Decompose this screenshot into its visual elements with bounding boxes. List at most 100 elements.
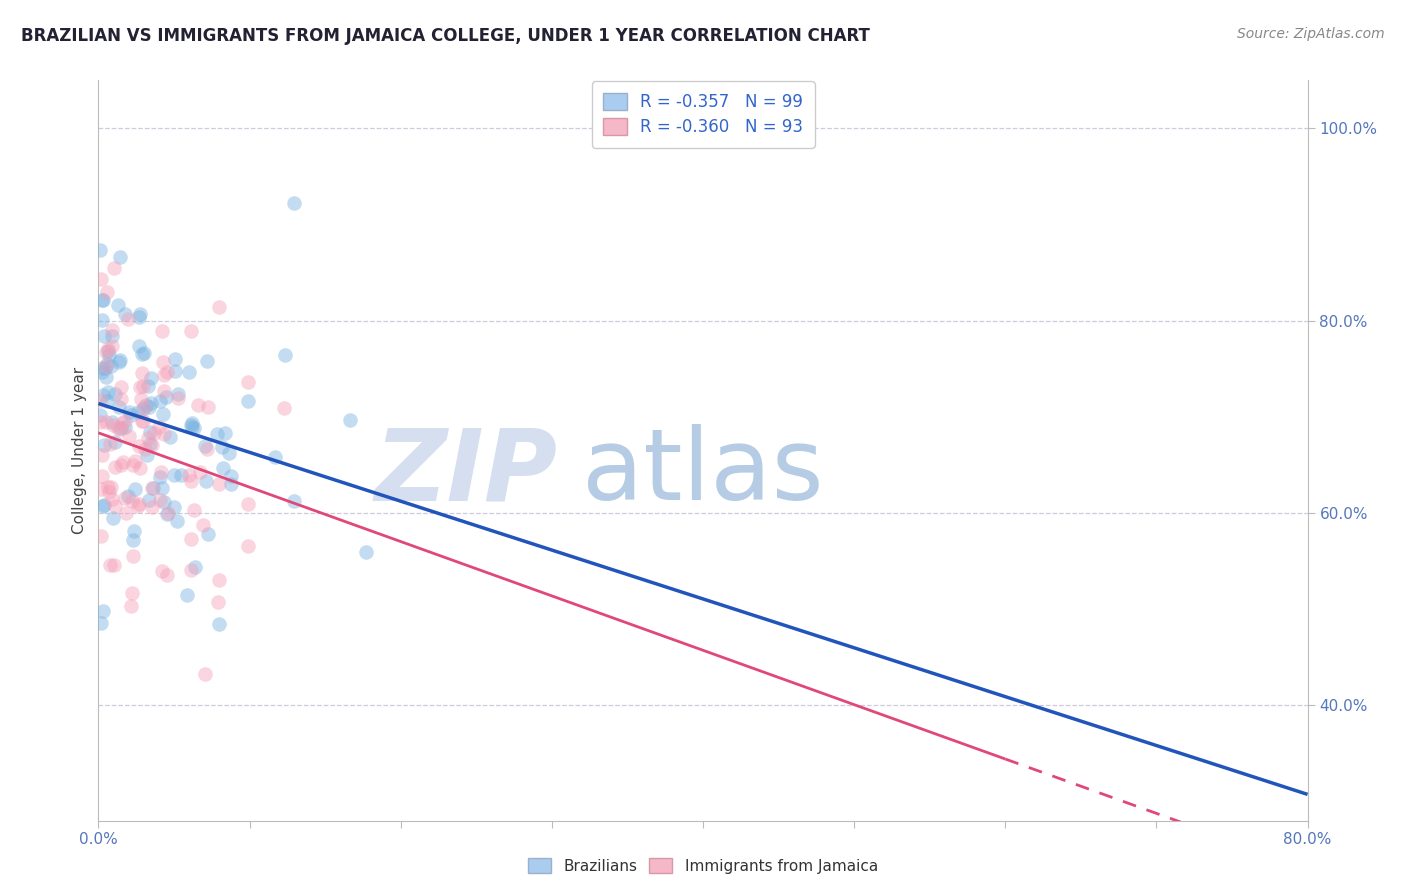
Point — [208, 573, 231, 587]
Point — [94, 360, 117, 375]
Point — [180, 533, 202, 547]
Point — [97, 342, 120, 356]
Point — [207, 595, 229, 609]
Point — [194, 666, 217, 681]
Point — [100, 491, 122, 506]
Point — [208, 617, 231, 632]
Point — [120, 409, 142, 423]
Point — [110, 458, 132, 472]
Point — [90, 293, 112, 308]
Point — [104, 435, 127, 450]
Point — [132, 401, 155, 415]
Point — [139, 371, 162, 385]
Point — [107, 354, 129, 368]
Point — [97, 480, 120, 494]
Point — [108, 400, 131, 414]
Point — [117, 489, 139, 503]
Point — [183, 503, 205, 517]
Point — [354, 544, 377, 558]
Point — [114, 307, 136, 321]
Point — [101, 329, 124, 343]
Point — [121, 585, 143, 599]
Point — [263, 450, 285, 465]
Point — [283, 195, 305, 210]
Point — [110, 392, 132, 407]
Point — [218, 446, 240, 460]
Point — [139, 396, 162, 410]
Point — [91, 293, 114, 308]
Point — [150, 564, 173, 578]
Point — [184, 559, 207, 574]
Point — [128, 460, 150, 475]
Point — [103, 261, 125, 276]
Point — [150, 324, 173, 338]
Point — [121, 549, 143, 563]
Point — [183, 421, 205, 435]
Point — [90, 272, 112, 286]
Point — [117, 311, 139, 326]
Point — [180, 416, 202, 430]
Point — [166, 514, 188, 528]
Point — [134, 442, 156, 456]
Point — [96, 357, 118, 371]
Point — [108, 250, 131, 264]
Point — [211, 440, 233, 454]
Point — [153, 384, 176, 398]
Point — [129, 380, 152, 394]
Point — [156, 568, 179, 582]
Point — [131, 366, 153, 380]
Point — [180, 474, 202, 488]
Point — [128, 310, 150, 325]
Point — [128, 339, 150, 353]
Point — [94, 370, 117, 384]
Point — [124, 482, 146, 496]
Point — [131, 346, 153, 360]
Point — [156, 365, 179, 379]
Point — [120, 599, 142, 613]
Point — [131, 414, 153, 428]
Point — [163, 352, 186, 367]
Point — [107, 420, 129, 434]
Point — [118, 405, 141, 419]
Point — [104, 387, 127, 401]
Legend: R = -0.357   N = 99, R = -0.360   N = 93: R = -0.357 N = 99, R = -0.360 N = 93 — [592, 81, 814, 147]
Point — [148, 493, 170, 508]
Point — [122, 524, 145, 538]
Point — [163, 467, 186, 482]
Point — [89, 408, 111, 422]
Point — [90, 529, 112, 543]
Text: ZIP: ZIP — [375, 425, 558, 521]
Point — [90, 482, 112, 496]
Point — [128, 439, 150, 453]
Text: Source: ZipAtlas.com: Source: ZipAtlas.com — [1237, 27, 1385, 41]
Point — [138, 400, 160, 414]
Point — [139, 425, 162, 440]
Point — [138, 492, 160, 507]
Point — [135, 398, 157, 412]
Point — [90, 448, 112, 462]
Point — [195, 354, 218, 368]
Point — [91, 365, 114, 379]
Point — [238, 394, 260, 409]
Text: atlas: atlas — [582, 425, 824, 521]
Point — [111, 455, 134, 469]
Point — [152, 407, 174, 421]
Point — [121, 458, 143, 472]
Point — [131, 392, 153, 406]
Point — [176, 587, 198, 601]
Point — [165, 364, 187, 378]
Point — [208, 300, 231, 314]
Point — [236, 497, 259, 511]
Point — [89, 244, 111, 258]
Point — [103, 511, 125, 525]
Point — [187, 398, 209, 412]
Point — [91, 499, 114, 513]
Point — [134, 346, 156, 360]
Point — [131, 379, 153, 393]
Point — [166, 391, 188, 405]
Point — [124, 454, 146, 468]
Point — [127, 499, 149, 513]
Point — [273, 401, 295, 416]
Point — [155, 390, 177, 404]
Point — [136, 448, 159, 462]
